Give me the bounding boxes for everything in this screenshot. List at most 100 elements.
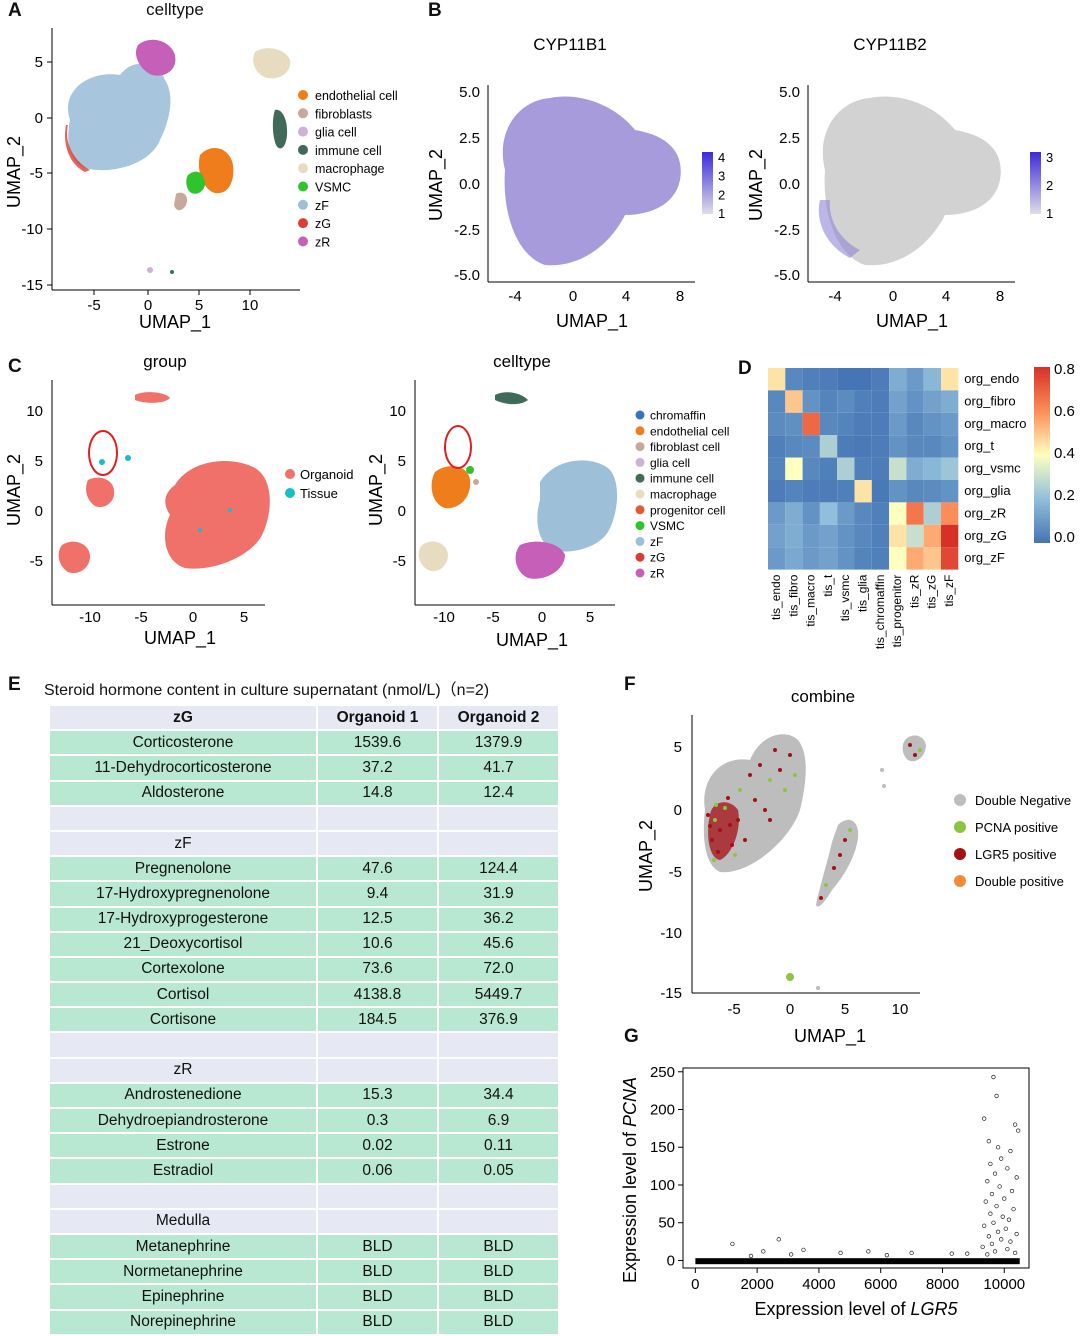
panel-a-clusters	[64, 39, 291, 274]
b-ytick: 0.0	[779, 176, 800, 193]
table-cell: 0.3	[316, 1106, 439, 1135]
table-cell: 12.4	[437, 779, 560, 807]
scatter-point	[999, 1156, 1004, 1161]
a-ytick: -15	[21, 277, 43, 294]
table-cell: 17-Hydroxyprogesterone	[48, 905, 318, 933]
b-ylabel: UMAP_2	[426, 149, 447, 221]
legend-label: zF	[650, 535, 663, 549]
panel-d-heatmap: org_endo org_fibro org_macro org_t org_vsmco…	[768, 361, 1075, 649]
table-cell: Medulla	[48, 1207, 318, 1235]
scatter-point	[982, 1116, 987, 1121]
f-cell-dot	[712, 858, 716, 862]
f-ytick: 0	[674, 802, 682, 819]
heatmap-cell	[941, 390, 959, 413]
b-xtick: 8	[676, 288, 684, 305]
table-cell: 1539.6	[316, 729, 439, 757]
table-row: zF	[48, 829, 560, 858]
table-cell	[316, 1056, 439, 1084]
b-scale-tick: 1	[718, 206, 725, 221]
heatmap-cell	[837, 435, 855, 458]
legend-swatch	[635, 536, 645, 546]
heatmap-scale-tick: 0.8	[1054, 361, 1075, 378]
heatmap-cell	[802, 412, 820, 436]
panel-f-umap: combine 5 0 -5 -10 -15 -5 0 5 10 UMAP_1 …	[636, 687, 1071, 1047]
heatmap-row-label: org_zF	[964, 550, 1005, 565]
table-cell: BLD	[437, 1283, 560, 1311]
scatter-point	[1008, 1239, 1013, 1244]
scatter-point	[980, 1244, 985, 1250]
heatmap-cell	[802, 547, 820, 570]
heatmap-col-label: tis_zR	[907, 574, 921, 608]
heatmap-cell	[854, 412, 872, 436]
legend-swatch	[954, 875, 966, 887]
table-cell: Pregnenolone	[48, 855, 318, 883]
heatmap-cell	[837, 502, 855, 525]
legend-label: macrophage	[315, 162, 385, 176]
c-left-ylabel: UMAP_2	[4, 454, 25, 526]
f-cell-dot	[768, 818, 772, 822]
heatmap-cell	[854, 390, 872, 413]
table-cell: Cortisone	[48, 1006, 318, 1034]
table-row	[48, 1182, 560, 1210]
a-ytick: 5	[35, 54, 43, 71]
c-xtick: 0	[189, 609, 197, 626]
heatmap-cell	[854, 368, 872, 391]
f-cell-dot	[778, 768, 782, 772]
heatmap-cell	[768, 547, 786, 570]
b-ytick: -2.5	[774, 222, 800, 239]
heatmap-cell	[923, 547, 941, 570]
table-cell: 4138.8	[316, 981, 439, 1009]
heatmap-cell	[941, 368, 959, 391]
legend-label: fibroblasts	[315, 107, 372, 121]
heatmap-cell	[923, 390, 941, 413]
panel-a-legend: endothelial cell fibroblasts glia cell immu…	[298, 89, 398, 249]
scatter-point	[1005, 1246, 1010, 1252]
b-colorbar	[1030, 152, 1041, 214]
heatmap-cell	[889, 412, 907, 436]
table-cell: BLD	[437, 1232, 560, 1261]
g-xtick: 2000	[740, 1276, 773, 1293]
f-xtick: 5	[841, 1001, 849, 1018]
heatmap-cell	[941, 547, 959, 570]
table-cell: Metanephrine	[48, 1232, 318, 1261]
header-cell: Organoid 1	[316, 703, 439, 732]
f-cell-dot	[793, 773, 797, 777]
heatmap-col-label: tis_t	[821, 574, 835, 597]
heatmap-cell	[785, 435, 803, 458]
heatmap-col-label: tis_vsmc	[838, 575, 852, 622]
table-cell: 34.4	[437, 1081, 560, 1110]
heatmap-cell	[768, 368, 786, 391]
g-xlabel: Expression level of LGR5	[754, 1299, 958, 1319]
table-row: Cortisone 184.5 376.9	[48, 1006, 560, 1034]
table-cell	[316, 1207, 439, 1235]
g-xtick: 4000	[802, 1276, 835, 1293]
b-xtick: 4	[942, 288, 950, 305]
table-cell: 36.2	[437, 905, 560, 933]
heatmap-cell	[906, 480, 924, 503]
a-ylabel: UMAP_2	[4, 136, 25, 208]
legend-label: Double Negative	[975, 793, 1071, 808]
c-ytick: -5	[30, 553, 43, 570]
table-cell: 5449.7	[437, 981, 560, 1009]
c-left-title: group	[143, 352, 186, 371]
b-ytick: 5.0	[459, 84, 480, 101]
heatmap-cell	[802, 502, 820, 525]
table-cell	[316, 1031, 439, 1059]
c-ytick: 10	[26, 403, 43, 420]
heatmap-cell	[889, 502, 907, 525]
g-ytick: 50	[658, 1215, 675, 1232]
table-row: Estrone 0.02 0.11	[48, 1132, 560, 1160]
legend-label: zR	[315, 235, 330, 249]
table-row: Pregnenolone 47.6 124.4	[48, 855, 560, 883]
f-xtick: 0	[786, 1001, 794, 1018]
f-xtick: 10	[892, 1001, 909, 1018]
panel-c-umaps: group 10 5 0 -5 -10 -5 0 5 UMAP_1 UMAP_2…	[4, 352, 729, 651]
f-cell-dot	[848, 828, 852, 832]
table-row: 17-Hydroxypregnenolone 9.4 31.9	[48, 880, 560, 908]
g-xtick: 10000	[983, 1276, 1025, 1293]
table-cell: 14.8	[316, 779, 439, 807]
legend-label: zG	[650, 551, 665, 565]
heatmap-cell	[768, 502, 786, 525]
table-cell: 37.2	[316, 754, 439, 782]
table-cell: Dehydroepiandrosterone	[48, 1106, 318, 1135]
